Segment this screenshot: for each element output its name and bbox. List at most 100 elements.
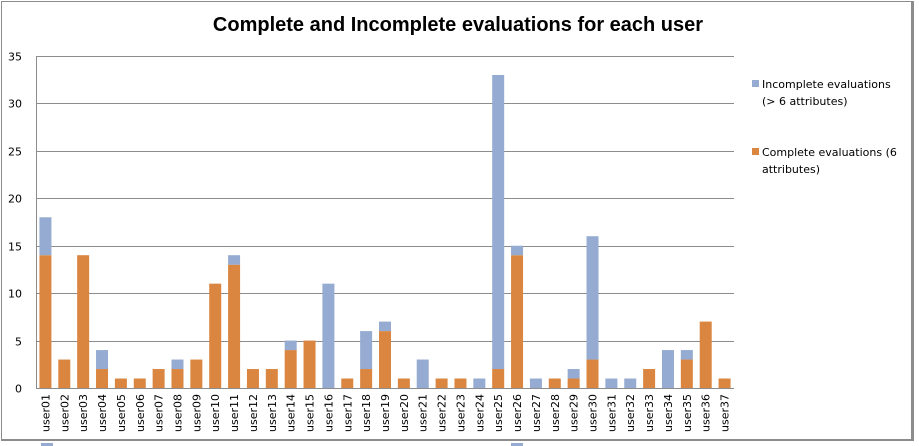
- x-tick-label: user10: [209, 394, 222, 432]
- x-tick-label: user14: [285, 394, 298, 432]
- bar-incomplete: [680, 350, 693, 360]
- legend-item-incomplete: Incomplete evaluations (> 6 attributes): [752, 76, 902, 110]
- bar-complete: [360, 369, 373, 388]
- x-tick-label: user06: [134, 394, 147, 432]
- bar-incomplete: [228, 255, 241, 265]
- next-chart-fragment: [41, 443, 53, 446]
- x-tick-label: user30: [587, 394, 600, 432]
- x-tick-label: user02: [58, 394, 71, 432]
- x-tick-label: user15: [304, 394, 317, 432]
- bar-incomplete: [322, 283, 335, 388]
- bar-complete: [152, 369, 165, 388]
- bar-complete: [680, 359, 693, 388]
- bar-incomplete: [360, 331, 373, 370]
- bar-incomplete: [586, 236, 599, 360]
- x-tick-label: user34: [662, 394, 675, 432]
- legend-swatch-complete: [752, 148, 759, 155]
- x-tick-label: user05: [115, 394, 128, 432]
- x-tick-label: user28: [549, 394, 562, 432]
- bar-complete: [548, 378, 561, 388]
- x-tick-label: user07: [153, 394, 166, 432]
- bar-complete: [699, 321, 712, 388]
- bar-incomplete: [567, 369, 580, 379]
- x-tick-label: user37: [719, 394, 732, 432]
- next-chart-fragment: [511, 443, 523, 446]
- bar-complete: [133, 378, 146, 388]
- x-tick-label: user23: [454, 394, 467, 432]
- x-tick-label: user11: [228, 394, 241, 432]
- bar-incomplete: [39, 217, 52, 256]
- bar-complete: [39, 255, 52, 388]
- x-tick-label: user36: [700, 394, 713, 432]
- bar-incomplete: [379, 321, 391, 332]
- bar-complete: [379, 331, 391, 388]
- bar-incomplete: [171, 359, 184, 370]
- x-tick-label: user25: [492, 394, 505, 432]
- legend-swatch-incomplete: [752, 80, 759, 87]
- legend-label-incomplete: Incomplete evaluations (> 6 attributes): [762, 78, 891, 108]
- y-tick-label: 10: [8, 288, 22, 301]
- bar-complete: [454, 378, 467, 388]
- bar-complete: [190, 359, 203, 388]
- x-tick-label: user17: [341, 394, 354, 432]
- bar-complete: [209, 283, 222, 388]
- x-tick-label: user26: [511, 394, 524, 432]
- bar-complete: [718, 378, 731, 388]
- bar-complete: [284, 350, 297, 388]
- x-tick-label: user24: [473, 394, 486, 432]
- y-tick-label: 35: [8, 51, 22, 64]
- bar-incomplete: [624, 378, 637, 388]
- x-tick-label: user29: [568, 394, 581, 432]
- bar-complete: [96, 369, 109, 388]
- x-tick-label: user18: [360, 394, 373, 432]
- x-tick-label: user22: [436, 394, 449, 432]
- y-tick-label: 5: [15, 336, 22, 349]
- bar-incomplete: [661, 350, 674, 388]
- y-tick-label: 15: [8, 241, 22, 254]
- bar-incomplete: [473, 378, 486, 388]
- bar-incomplete: [284, 340, 297, 351]
- x-tick-label: user19: [379, 394, 392, 432]
- bar-complete: [567, 378, 580, 388]
- bar-complete: [586, 359, 599, 388]
- bar-complete: [303, 340, 316, 388]
- bar-incomplete: [529, 378, 542, 388]
- chart-title: Complete and Incomplete evaluations for …: [212, 14, 704, 36]
- bar-complete: [171, 369, 184, 388]
- x-tick-label: user08: [171, 394, 184, 432]
- bar-incomplete: [492, 74, 505, 370]
- legend: Incomplete evaluations (> 6 attributes) …: [752, 76, 902, 212]
- bar-complete: [246, 369, 259, 388]
- bar-complete: [643, 369, 656, 388]
- legend-item-complete: Complete evaluations (6 attributes): [752, 144, 902, 178]
- x-tick-label: user16: [322, 394, 335, 432]
- bar-complete: [397, 378, 410, 388]
- legend-label-complete: Complete evaluations (6 attributes): [762, 146, 897, 176]
- x-tick-label: user31: [605, 394, 618, 432]
- y-tick-label: 25: [8, 146, 22, 159]
- bar-complete: [58, 359, 71, 388]
- bar-complete: [265, 369, 278, 388]
- bar-incomplete: [96, 350, 109, 370]
- x-tick-label: user35: [681, 394, 694, 432]
- x-tick-label: user20: [398, 394, 411, 432]
- y-tick-label: 0: [15, 383, 22, 396]
- y-tick-label: 30: [8, 98, 22, 111]
- x-tick-label: user13: [266, 394, 279, 432]
- bar-incomplete: [605, 378, 618, 388]
- bar-complete: [77, 255, 90, 388]
- bar-complete: [511, 255, 524, 388]
- bar-incomplete: [511, 245, 524, 256]
- x-tick-label: user04: [96, 394, 109, 432]
- x-tick-label: user32: [624, 394, 637, 432]
- x-tick-label: user27: [530, 394, 543, 432]
- x-tick-label: user12: [247, 394, 260, 432]
- x-tick-label: user09: [190, 394, 203, 432]
- bar-complete: [114, 378, 127, 388]
- x-tick-label: user03: [77, 394, 90, 432]
- bar-complete: [228, 264, 241, 388]
- bar-incomplete: [416, 359, 429, 388]
- bar-complete: [341, 378, 354, 388]
